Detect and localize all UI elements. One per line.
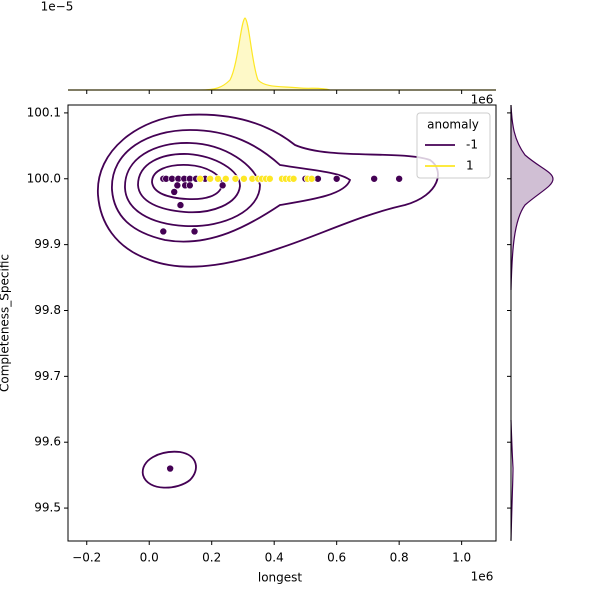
x-offset-label: 1e6: [471, 570, 494, 584]
x-tick-label: 0.4: [265, 551, 284, 565]
point: [173, 181, 182, 190]
point: [289, 174, 298, 183]
kde-contour: [124, 142, 261, 227]
x-tick-label: 0.8: [390, 551, 409, 565]
point: [240, 174, 248, 183]
point: [159, 227, 168, 236]
point: [196, 174, 204, 183]
x-tick-label: 0.0: [140, 551, 159, 565]
point: [266, 174, 274, 183]
top-marginal-kde: [68, 17, 496, 91]
x-tick-label: 0.2: [202, 551, 221, 565]
point: [221, 174, 230, 183]
right-marginal-kde-tail: [510, 419, 514, 541]
y-tick-label: 99.6: [34, 435, 61, 449]
point: [395, 174, 403, 183]
x-tick-label: −0.2: [72, 551, 101, 565]
x-tick-label: 1.0: [452, 551, 471, 565]
point: [214, 174, 222, 183]
y-tick-label: 100.1: [27, 105, 61, 119]
point: [307, 174, 316, 183]
point: [231, 174, 240, 183]
x-tick-label: 0.6: [327, 551, 346, 565]
y-tick-label: 99.7: [34, 369, 61, 383]
kde-contour: [142, 450, 197, 489]
point: [170, 188, 179, 196]
top-right-offset-label: 1e6: [471, 93, 494, 107]
kde-contour: [137, 153, 241, 214]
point: [218, 181, 227, 190]
top-offset-label: 1e−5: [41, 0, 74, 14]
kde-contour: [111, 129, 352, 243]
right-marginal-kde: [510, 104, 554, 291]
legend: anomaly -1 1: [416, 112, 491, 179]
x-axis-label: longest: [258, 571, 303, 585]
y-tick-label: 99.8: [34, 303, 61, 317]
point: [332, 174, 341, 183]
marks: [159, 174, 403, 473]
point: [186, 181, 194, 190]
plot-frame: [67, 104, 497, 542]
legend-title: anomaly: [427, 118, 479, 132]
y-tick-label: 100.0: [27, 171, 61, 185]
point: [206, 174, 214, 183]
y-tick-label: 99.9: [34, 237, 61, 251]
point: [176, 201, 185, 209]
point: [166, 464, 174, 473]
point: [190, 227, 199, 236]
y-tick-label: 99.5: [34, 501, 61, 515]
point: [370, 174, 378, 183]
legend-label: -1: [466, 138, 478, 152]
y-axis-label: Completeness_Specific: [0, 254, 12, 392]
legend-label: 1: [466, 159, 474, 173]
